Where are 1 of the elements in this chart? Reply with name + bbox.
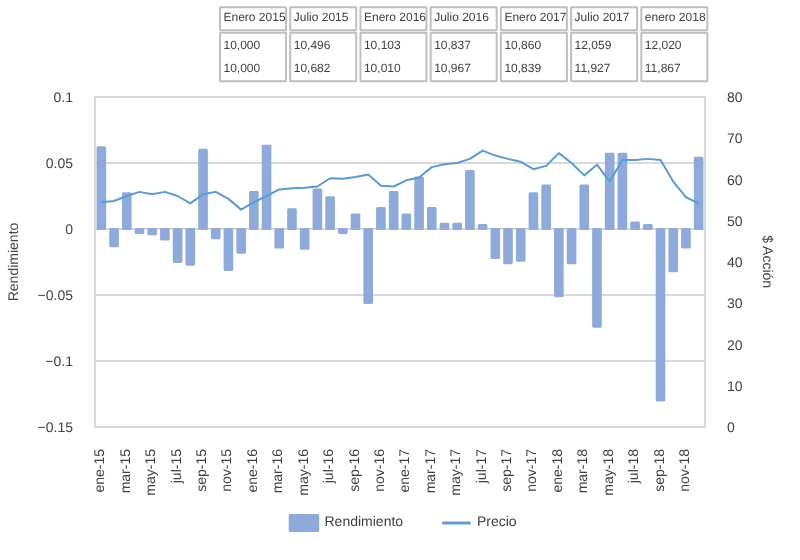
line-series [100, 149, 700, 211]
